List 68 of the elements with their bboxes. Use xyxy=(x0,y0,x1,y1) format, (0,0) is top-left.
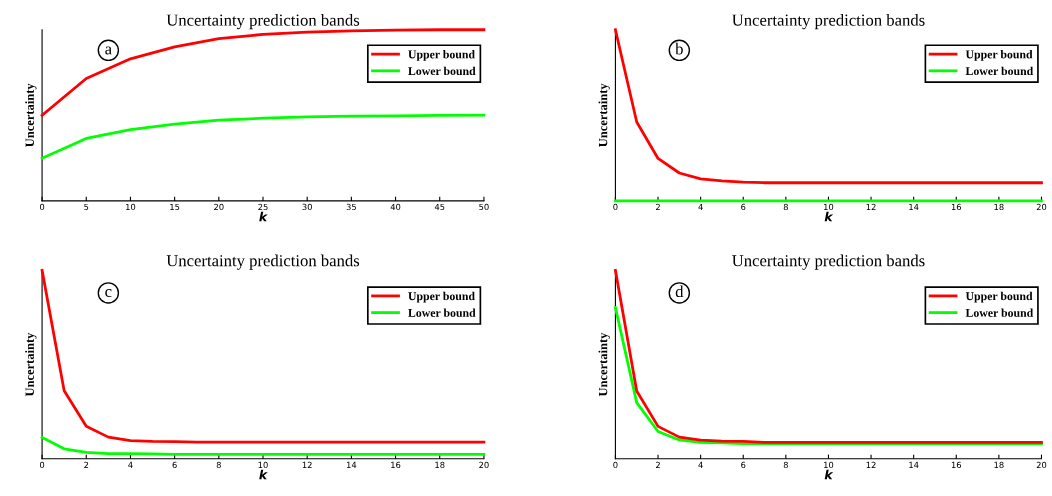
legend-label: Upper bound xyxy=(965,50,1033,61)
y-axis-title: Uncertainty xyxy=(598,332,610,397)
chart-title: Uncertainty prediction bands xyxy=(732,14,925,30)
x-tick-label: 6 xyxy=(741,461,746,469)
annotation: c xyxy=(105,289,112,298)
legend-label: Lower bound xyxy=(408,66,476,76)
x-axis-title: k xyxy=(824,211,834,222)
x-tick-label: 8 xyxy=(783,461,788,469)
x-axis-title: k xyxy=(259,469,268,480)
x-tick-label: 2 xyxy=(655,203,660,210)
chart-title: Uncertainty prediction bands xyxy=(732,254,925,270)
x-tick-label: 20 xyxy=(1036,203,1047,211)
x-tick-label: 2 xyxy=(84,461,89,468)
y-axis-title: Uncertainty xyxy=(598,83,610,147)
x-tick-label: 40 xyxy=(390,203,401,211)
chart-title: Uncertainty prediction bands xyxy=(166,254,360,270)
x-axis-title: k xyxy=(824,469,834,480)
x-tick-label: 16 xyxy=(951,203,962,211)
x-tick-label: 0 xyxy=(613,203,618,211)
x-tick-label: 20 xyxy=(479,461,489,469)
x-tick-label: 10 xyxy=(126,203,136,211)
y-axis-title: Uncertainty xyxy=(25,83,37,147)
chart-title: Uncertainty prediction bands xyxy=(166,14,360,30)
x-tick-label: 0 xyxy=(613,461,618,469)
x-tick-label: 12 xyxy=(866,461,876,468)
x-tick-label: 6 xyxy=(172,461,177,469)
x-tick-label: 14 xyxy=(909,203,919,210)
x-tick-label: 8 xyxy=(216,461,221,469)
annotation: d xyxy=(675,285,684,298)
x-tick-label: 20 xyxy=(214,203,224,211)
x-tick-label: 8 xyxy=(783,203,788,211)
x-tick-label: 12 xyxy=(866,203,876,210)
x-tick-label: 18 xyxy=(994,461,1004,469)
x-tick-label: 18 xyxy=(994,203,1004,211)
legend-label: Upper bound xyxy=(408,291,475,303)
x-tick-label: 50 xyxy=(479,203,489,211)
x-tick-label: 45 xyxy=(434,203,445,211)
x-tick-label: 4 xyxy=(698,461,703,468)
y-axis-title: Uncertainty xyxy=(25,332,37,397)
x-tick-label: 4 xyxy=(128,461,133,468)
annotation: a xyxy=(105,46,112,55)
x-tick-label: 14 xyxy=(909,461,919,468)
x-tick-label: 10 xyxy=(824,461,834,469)
legend-label: Upper bound xyxy=(408,50,475,61)
legend-label: Lower bound xyxy=(965,308,1034,317)
x-tick-label: 14 xyxy=(346,461,357,468)
x-tick-label: 25 xyxy=(258,203,268,211)
x-tick-label: 30 xyxy=(302,203,312,211)
x-tick-label: 35 xyxy=(346,203,356,211)
x-axis-title: k xyxy=(259,211,268,222)
x-tick-label: 20 xyxy=(1036,461,1047,469)
x-tick-label: 5 xyxy=(84,203,89,211)
x-tick-label: 0 xyxy=(39,461,45,469)
annotation: b xyxy=(675,42,683,55)
x-tick-label: 10 xyxy=(258,461,268,469)
x-tick-label: 2 xyxy=(655,461,660,468)
x-tick-label: 12 xyxy=(302,461,312,468)
x-tick-label: 18 xyxy=(435,461,445,469)
legend-label: Upper bound xyxy=(965,291,1033,303)
x-tick-label: 15 xyxy=(170,203,180,211)
x-tick-label: 10 xyxy=(824,203,834,211)
legend-label: Lower bound xyxy=(408,308,476,317)
x-tick-label: 4 xyxy=(698,203,703,210)
x-tick-label: 6 xyxy=(741,203,746,211)
x-tick-label: 16 xyxy=(951,461,962,469)
x-tick-label: 16 xyxy=(391,461,401,469)
x-tick-label: 0 xyxy=(39,203,45,211)
legend-label: Lower bound xyxy=(965,66,1034,76)
